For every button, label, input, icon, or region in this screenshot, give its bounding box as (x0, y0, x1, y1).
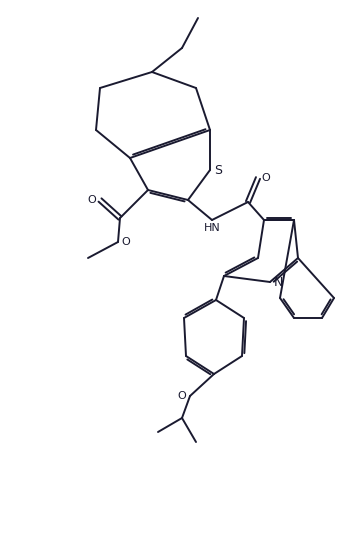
Text: O: O (88, 195, 97, 205)
Text: S: S (214, 163, 222, 176)
Text: O: O (122, 237, 130, 247)
Text: O: O (178, 391, 187, 401)
Text: O: O (262, 173, 270, 183)
Text: HN: HN (204, 223, 220, 233)
Text: N: N (273, 276, 283, 288)
